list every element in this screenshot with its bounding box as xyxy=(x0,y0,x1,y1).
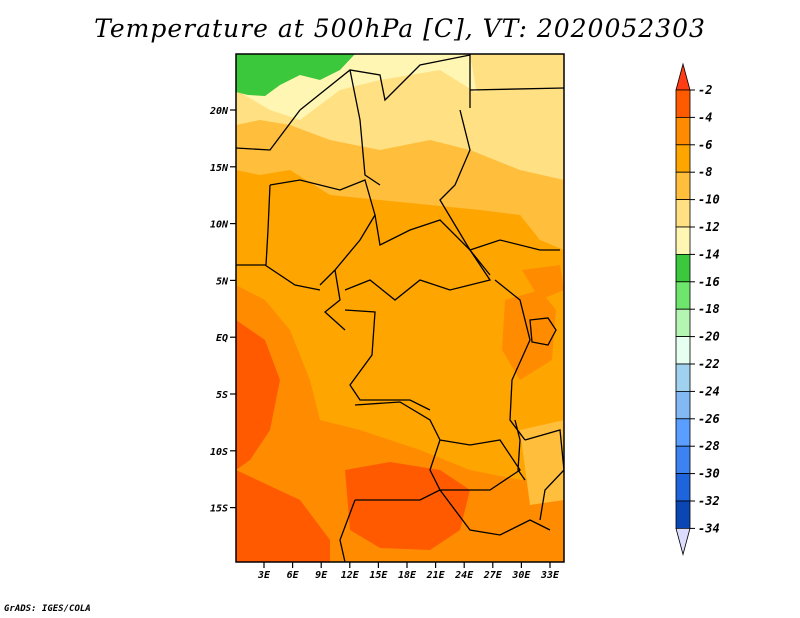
field-band-minus14 xyxy=(236,54,355,96)
field-ne-warm xyxy=(522,265,564,300)
colorbar-label: -6 xyxy=(698,138,712,152)
colorbar-bottom-triangle xyxy=(675,528,691,556)
lat-tick-label: 5S xyxy=(216,390,228,401)
country-borders xyxy=(236,54,564,562)
colorbar-swatch xyxy=(675,281,691,310)
colorbar-swatch xyxy=(675,418,691,447)
colorbar-label: -22 xyxy=(698,357,720,371)
colorbar-swatch xyxy=(675,226,691,255)
field-sw-core xyxy=(236,470,330,562)
colorbar-top-triangle xyxy=(675,62,691,91)
colorbar-label: -2 xyxy=(698,83,712,97)
border-sudan-south xyxy=(469,239,560,251)
lon-tick-label: 27E xyxy=(483,570,503,581)
colorbar-swatch xyxy=(675,473,691,502)
field-west-core xyxy=(236,320,280,470)
lon-tick-label: 9E xyxy=(315,570,328,581)
colorbar-label: -16 xyxy=(698,275,720,289)
colorbar-label: -30 xyxy=(698,467,720,481)
lon-tick-label: 12E xyxy=(341,570,360,581)
lat-tick-label: 10S xyxy=(210,447,228,458)
border-car xyxy=(344,214,492,301)
colorbar-label: -34 xyxy=(698,521,720,535)
border-egypt xyxy=(469,87,564,91)
border-angola xyxy=(354,401,441,501)
colorbar-swatch xyxy=(675,117,691,146)
border-zambia xyxy=(439,439,521,491)
border-nigeria xyxy=(269,179,376,286)
border-benin xyxy=(265,184,271,266)
lon-tick-label: 24E xyxy=(454,570,474,581)
colorbar-label: -10 xyxy=(698,193,720,207)
longitude-axis: 3E 6E 9E 12E 15E 18E 21E 24E 27E 30E 33E xyxy=(257,562,560,581)
lat-tick-label: 20N xyxy=(209,106,229,117)
colorbar-swatch xyxy=(675,171,691,200)
colorbar-label: -18 xyxy=(698,302,720,316)
lon-tick-label: 15E xyxy=(369,570,388,581)
colorbar-label: -4 xyxy=(698,110,712,124)
map-frame xyxy=(235,53,565,563)
colorbar-label: -8 xyxy=(698,165,712,179)
field-se-mild xyxy=(520,420,564,505)
temperature-field xyxy=(236,54,564,562)
lon-tick-label: 6E xyxy=(287,570,300,581)
colorbar-swatch xyxy=(675,308,691,338)
lon-tick-label: 21E xyxy=(426,570,446,581)
field-coast-band xyxy=(236,285,564,562)
colorbar-label: -12 xyxy=(698,220,720,234)
lat-tick-label: 15S xyxy=(210,504,228,515)
lat-tick-label: 10N xyxy=(210,220,229,231)
colorbar-swatch xyxy=(675,144,691,173)
lon-tick-label: 3E xyxy=(257,570,271,581)
colorbar-swatch xyxy=(675,445,691,475)
field-east-pale xyxy=(470,54,564,130)
colorbar-swatch xyxy=(675,390,691,420)
colorbar: -2 -4 -6 -8 -10 -12 -14 -16 -18 -20 -22 -24 -26 -28 -3… xyxy=(675,62,720,556)
border-mali xyxy=(236,109,301,151)
colorbar-label: -20 xyxy=(698,330,720,344)
lat-tick-label: 5N xyxy=(216,276,229,287)
lat-tick-label: EQ xyxy=(216,333,228,344)
border-niger-chad xyxy=(349,69,381,186)
border-mozambique xyxy=(524,429,564,521)
grads-credit: GrADS: IGES/COLA xyxy=(4,604,91,614)
lat-tick-label: 15N xyxy=(210,163,229,174)
lon-tick-label: 30E xyxy=(511,570,531,581)
colorbar-swatch xyxy=(675,363,691,392)
colorbar-label: -32 xyxy=(698,494,720,508)
field-south-core xyxy=(345,462,470,550)
map-title: Temperature at 500hPa [C], VT: 202005230… xyxy=(94,14,706,43)
lon-tick-label: 18E xyxy=(398,570,417,581)
border-cameroon xyxy=(323,269,346,331)
colorbar-swatch xyxy=(675,336,691,365)
colorbar-swatch xyxy=(675,253,691,283)
border-drc-east xyxy=(494,279,531,441)
border-west xyxy=(236,264,321,291)
lon-tick-label: 33E xyxy=(540,570,560,581)
colorbar-swatch xyxy=(675,89,691,118)
colorbar-label: -28 xyxy=(698,439,720,453)
colorbar-swatch xyxy=(675,199,691,228)
border-lake-tanganyika xyxy=(514,419,526,481)
colorbar-label: -24 xyxy=(698,384,720,398)
border-congo xyxy=(344,309,431,411)
border-lake-victoria xyxy=(529,317,557,346)
latitude-axis: 20N 15N 10N 5N EQ 5S 10S 15S xyxy=(209,106,236,515)
colorbar-label: -26 xyxy=(698,412,720,426)
border-namibia xyxy=(339,499,356,562)
colorbar-swatch xyxy=(675,500,691,529)
colorbar-label: -14 xyxy=(698,247,720,261)
border-south xyxy=(439,489,551,536)
